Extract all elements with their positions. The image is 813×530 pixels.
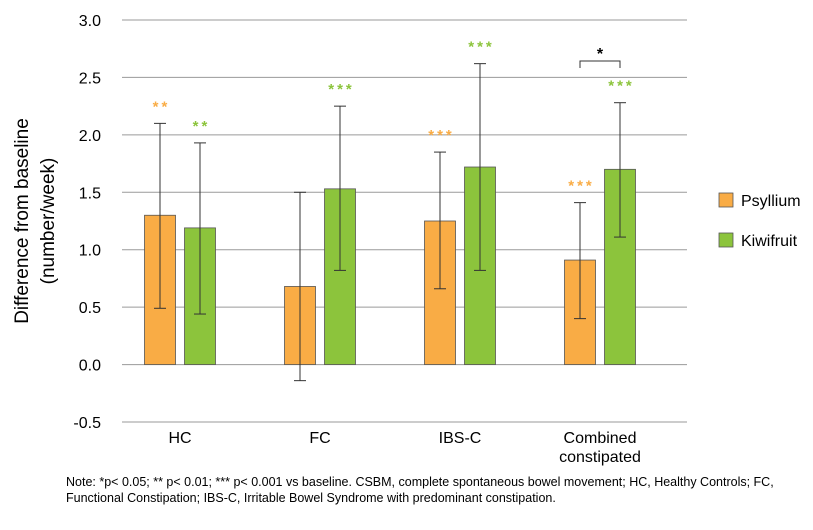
- x-category-label: IBS-C: [439, 430, 482, 447]
- significance-stars: **: [153, 98, 171, 115]
- bar-chart: 3.02.52.01.51.00.50.0-0.5 **************…: [12, 13, 801, 466]
- y-axis-title: Difference from baseline (number/week): [12, 118, 59, 324]
- significance-stars: ***: [568, 178, 595, 195]
- footnote: Note: *p< 0.05; ** p< 0.01; *** p< 0.001…: [66, 475, 774, 505]
- x-category-label-line: constipated: [559, 449, 641, 466]
- error-bars: [154, 63, 626, 382]
- y-tick-label: 1.5: [79, 185, 101, 202]
- legend: Psyllium Kiwifruit: [718, 192, 801, 250]
- x-category-label: Combined constipated: [559, 430, 641, 466]
- significance-stars: ***: [608, 78, 635, 95]
- significance-stars: ***: [428, 127, 455, 144]
- x-category-label-line: IBS-C: [439, 430, 482, 447]
- x-category-label: HC: [168, 430, 191, 447]
- legend-label-psyllium: Psyllium: [741, 193, 801, 210]
- comparison-star: *: [597, 46, 604, 63]
- comparison-bracket: [579, 60, 621, 68]
- significance-stars: ***: [468, 39, 495, 56]
- legend-swatch-psyllium: [718, 192, 734, 208]
- y-axis-title-line: (number/week): [38, 158, 59, 285]
- significance-stars: ***: [328, 81, 355, 98]
- significance-stars: **: [193, 118, 211, 135]
- y-tick-label: 2.5: [79, 70, 101, 87]
- y-axis-title-line: Difference from baseline: [12, 118, 33, 324]
- x-category-label: FC: [309, 430, 330, 447]
- legend-label-kiwifruit: Kiwifruit: [741, 233, 798, 250]
- x-category-label-line: HC: [168, 430, 191, 447]
- significance-labels: ********************: [153, 39, 635, 195]
- legend-swatch-kiwifruit: [718, 232, 734, 248]
- y-tick-label: 1.0: [79, 243, 101, 260]
- gridlines: [122, 19, 687, 423]
- y-tick-label: 0.5: [79, 300, 101, 317]
- y-axis-label: Difference from baseline (number/week): [12, 118, 59, 324]
- y-tick-label: 0.0: [79, 358, 101, 375]
- y-axis-ticks: 3.0 2.5 2.0 1.5 1.0 0.5 0.0 -0.5: [73, 13, 101, 432]
- x-category-label-line: Combined: [564, 430, 637, 447]
- bars: [144, 166, 636, 365]
- y-tick-label: 2.0: [79, 128, 101, 145]
- x-category-label-line: FC: [309, 430, 330, 447]
- y-tick-label: 3.0: [79, 13, 101, 30]
- x-axis-categories: HC FC IBS-C Combined constipated: [168, 430, 640, 466]
- y-tick-label: -0.5: [73, 415, 101, 432]
